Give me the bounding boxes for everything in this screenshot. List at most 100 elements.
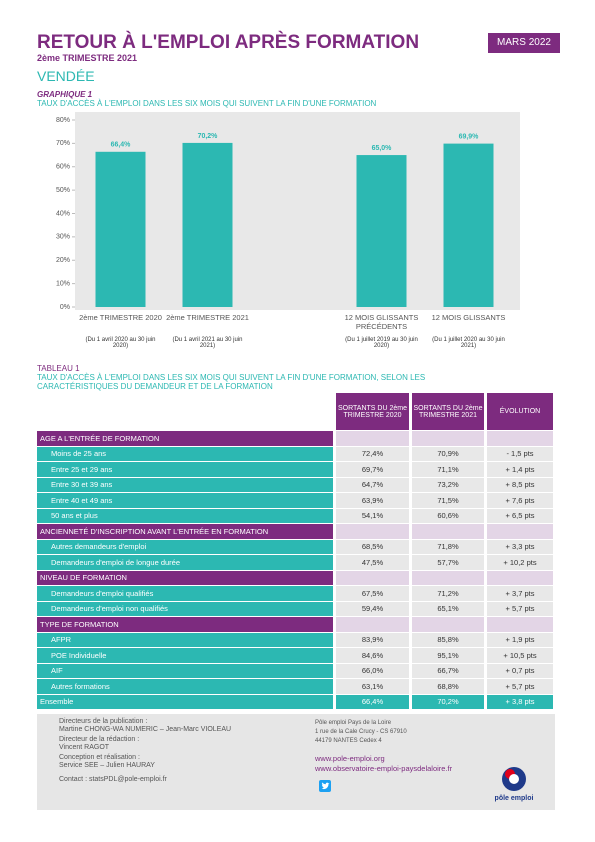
bar: [356, 155, 407, 307]
value-cell: 71,5%: [412, 493, 484, 508]
credit-line: Martine CHONG-WA NUMERIC – Jean-Marc VIO…: [59, 726, 232, 733]
value-cell: 63,1%: [336, 679, 409, 694]
value-cell: 66,7%: [412, 663, 484, 678]
value-cell: 65,1%: [412, 601, 484, 616]
value-cell: + 5,7 pts: [487, 679, 553, 694]
y-tick-label: 40%: [56, 210, 70, 217]
section-cell: [487, 431, 553, 446]
date-badge: MARS 2022: [488, 33, 560, 53]
section-row: NIVEAU DE FORMATION: [37, 570, 553, 585]
credit-line: Directeurs de la publication :: [59, 718, 148, 725]
section-cell: [412, 524, 484, 539]
value-cell: 59,4%: [336, 601, 409, 616]
value-cell: - 1,5 pts: [487, 446, 553, 461]
value-cell: + 1,4 pts: [487, 462, 553, 477]
section-cell: [336, 431, 409, 446]
link[interactable]: www.observatoire-emploi-paysdelaloire.fr: [315, 764, 453, 773]
value-cell: 71,8%: [412, 539, 484, 554]
value-cell: 66,0%: [336, 663, 409, 678]
twitter-icon[interactable]: [319, 780, 331, 792]
table-header: SORTANTS DU 2ème TRIMESTRE 2020 SORTANTS …: [37, 393, 553, 430]
section-cell: [336, 617, 409, 632]
data-row: Demandeurs d'emploi qualifiés 67,5% 71,2% +…: [37, 586, 553, 601]
credit-line: Service SEE – Julien HAURAY: [59, 762, 155, 769]
address-line: Pôle emploi Pays de la Loire: [315, 720, 392, 726]
row-label: Demandeurs d'emploi non qualifiés: [37, 601, 333, 616]
header-empty: [37, 393, 333, 430]
section-row: TYPE DE FORMATION: [37, 617, 553, 632]
row-label: Autres demandeurs d'emploi: [37, 539, 333, 554]
value-cell: 71,1%: [412, 462, 484, 477]
y-tick-label: 20%: [56, 257, 70, 264]
column-header: SORTANTS DU 2ème TRIMESTRE 2020: [336, 393, 409, 430]
data-row: Moins de 25 ans 72,4% 70,9% - 1,5 pts: [37, 446, 553, 461]
data-row: Entre 25 et 29 ans 69,7% 71,1% + 1,4 pts: [37, 462, 553, 477]
data-row: Entre 30 et 39 ans 64,7% 73,2% + 8,5 pts: [37, 477, 553, 492]
section-cell: [412, 431, 484, 446]
value-cell: 69,7%: [336, 462, 409, 477]
total-cell: + 3,8 pts: [487, 694, 553, 709]
y-tick-label: 50%: [56, 187, 70, 194]
y-tick-label: 10%: [56, 280, 70, 287]
row-label: Entre 40 et 49 ans: [37, 493, 333, 508]
period-label: (Du 1 juillet 2020 au 30 juin 2021): [432, 337, 505, 349]
value-label: 70,2%: [198, 133, 219, 140]
row-label: 50 ans et plus: [37, 508, 333, 523]
value-cell: 95,1%: [412, 648, 484, 663]
address-line: 1 rue de la Cale Crucy - CS 67910: [315, 729, 407, 735]
link[interactable]: www.pole-emploi.org: [315, 754, 385, 763]
value-label: 65,0%: [372, 145, 393, 152]
section-cell: [412, 570, 484, 585]
data-row: AFPR 83,9% 85,8% + 1,9 pts: [37, 632, 553, 647]
x-tick-label: 12 MOIS GLISSANTS: [431, 313, 506, 322]
value-cell: + 10,5 pts: [487, 648, 553, 663]
value-cell: + 3,7 pts: [487, 586, 553, 601]
row-label: Entre 25 et 29 ans: [37, 462, 333, 477]
section-cell: [336, 570, 409, 585]
title: RETOUR À L'EMPLOI APRÈS FORMATION: [37, 32, 420, 53]
bar: [182, 142, 233, 307]
graphic-caption: TAUX D'ACCÈS À L'EMPLOI DANS LES SIX MOI…: [37, 99, 377, 108]
row-label: AIF: [37, 663, 333, 678]
section-cell: [487, 617, 553, 632]
section-cell: [487, 570, 553, 585]
bar: [443, 143, 494, 307]
section-title: TYPE DE FORMATION: [37, 617, 333, 632]
row-label: AFPR: [37, 632, 333, 647]
data-row: Autres demandeurs d'emploi 68,5% 71,8% + 3,…: [37, 539, 553, 554]
value-cell: 83,9%: [336, 632, 409, 647]
logo: pôle emploi: [495, 767, 533, 802]
value-cell: + 3,3 pts: [487, 539, 553, 554]
total-cell: 70,2%: [412, 694, 484, 709]
data-row: Entre 40 et 49 ans 63,9% 71,5% + 7,6 pts: [37, 493, 553, 508]
data-row: 50 ans et plus 54,1% 60,6% + 6,5 pts: [37, 508, 553, 523]
value-label: 66,4%: [111, 142, 132, 149]
section-title: NIVEAU DE FORMATION: [37, 570, 333, 585]
total-label: Ensemble: [37, 694, 333, 709]
period-label: (Du 1 juillet 2019 au 30 juin 2020): [345, 337, 418, 349]
graphic-label: GRAPHIQUE 1: [37, 90, 93, 99]
value-label: 69,9%: [459, 133, 480, 140]
region: VENDÉE: [37, 68, 95, 84]
section-title: ANCIENNETÉ D'INSCRIPTION AVANT L'ENTRÉE …: [37, 524, 333, 539]
period-label: (Du 1 avril 2021 au 30 juin 2021): [172, 337, 243, 349]
value-cell: 85,8%: [412, 632, 484, 647]
section-cell: [336, 524, 409, 539]
data-row: POE Individuelle 84,6% 95,1% + 10,5 pts: [37, 648, 553, 663]
data-row: Demandeurs d'emploi non qualifiés 59,4% 65…: [37, 601, 553, 616]
value-cell: 72,4%: [336, 446, 409, 461]
value-cell: + 8,5 pts: [487, 477, 553, 492]
bar: [95, 151, 146, 307]
row-label: Demandeurs d'emploi qualifiés: [37, 586, 333, 601]
row-label: POE Individuelle: [37, 648, 333, 663]
section-title: AGE A L'ENTRÉE DE FORMATION: [37, 431, 333, 446]
section-cell: [412, 617, 484, 632]
value-cell: + 10,2 pts: [487, 555, 553, 570]
data-row: Autres formations 63,1% 68,8% + 5,7 pts: [37, 679, 553, 694]
y-tick-label: 80%: [56, 117, 70, 124]
y-tick-label: 0%: [60, 304, 70, 311]
total-cell: 66,4%: [336, 694, 409, 709]
section-row: AGE A L'ENTRÉE DE FORMATION: [37, 431, 553, 446]
footer: Directeurs de la publication : Martine CH…: [37, 714, 555, 810]
